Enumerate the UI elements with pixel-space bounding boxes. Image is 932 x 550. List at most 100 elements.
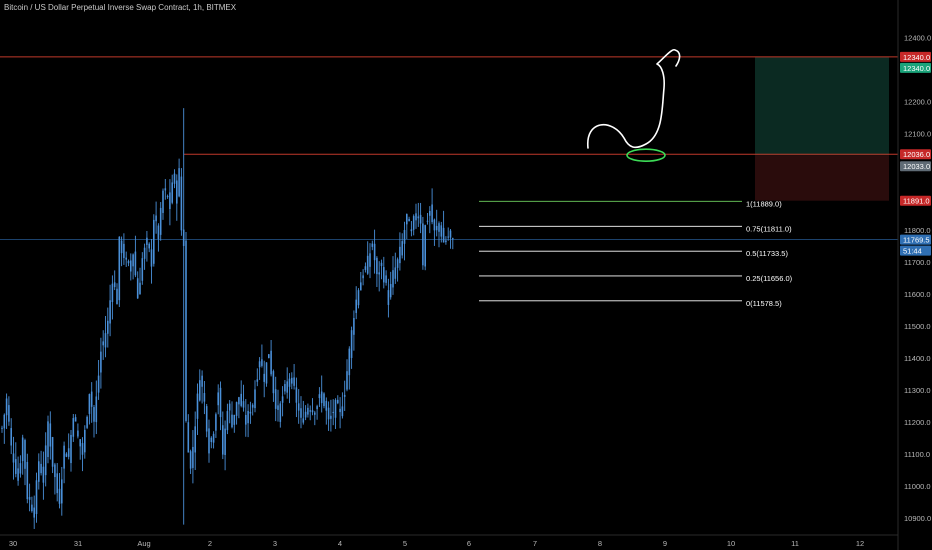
price-axis[interactable]: 10900.0 11000.0 11100.0 11200.0 11300.0 11400… [897,0,931,550]
candle-body [189,451,192,469]
candle-body [109,300,111,324]
fib-level-label: 0(11578.5) [746,299,782,308]
time-tick-label: 3 [273,539,277,548]
candle-body [412,216,415,230]
candle-body [164,188,167,191]
candle-body [415,213,417,221]
candle-body [410,229,413,232]
candle-body [403,229,406,244]
candle-body [369,253,371,267]
candle-body [311,410,314,413]
price-tick-label: 11100.0 [904,450,930,459]
candle-body [327,407,330,420]
candle-body [157,225,160,240]
price-badge-label: 11891.0 [903,197,930,206]
fibonacci-retracement[interactable]: 1(11889.0) 0.75(11811.0) 0.5(11733.5) 0.25(… [479,199,793,308]
candle-body [56,473,58,494]
candle-body [42,466,45,483]
candle-body [178,168,180,197]
price-tick-label: 11500.0 [904,322,931,331]
price-badge [900,51,931,62]
candle-body [88,394,91,414]
candle-body [406,214,408,225]
candle-body [40,463,42,474]
profit-zone [755,56,889,156]
candle-body [314,412,316,415]
candle-body [265,362,268,384]
time-tick-label: 10 [727,539,735,548]
candle-body [419,214,422,224]
candle-body [316,406,318,410]
candle-body [355,299,357,313]
candle-body [242,401,245,408]
candle-body [143,247,146,259]
candle-body [383,267,385,283]
candle-body [12,453,15,463]
candle-body [293,377,295,386]
candle-body [194,426,196,453]
price-tick-label: 11200.0 [904,418,931,427]
candle-body [332,411,334,413]
price-tick-label: 11300.0 [904,386,931,395]
price-badge-label: 51:44 [903,247,922,256]
candle-body [440,225,443,237]
candle-body [231,414,233,428]
candle-body [295,387,298,403]
candle-body [233,414,236,425]
candle-body [136,278,139,299]
candle-body [341,406,344,417]
candles [1,108,454,529]
time-tick-label: 4 [338,539,342,548]
arrow-annotation [587,48,681,149]
candle-body [399,246,401,264]
fib-level-label: 0.5(11733.5) [746,249,788,258]
drawn-annotation [587,48,681,163]
candle-body [277,405,279,410]
candle-body [378,272,380,275]
candle-body [77,430,79,437]
candle-body [107,320,109,334]
candle-body [330,415,332,419]
candle-body [166,196,169,198]
candle-body [346,371,348,390]
time-tick-label: 30 [9,539,17,548]
candle-body [10,428,12,446]
price-badge-label: 12340.0 [903,53,930,62]
price-tick-label: 12200.0 [904,98,931,107]
candle-body [431,204,433,223]
candle-body [171,182,173,203]
candle-body [408,218,410,222]
candle-body [118,236,121,301]
price-badge [900,161,931,172]
candle-body [268,354,270,359]
chart-title: Bitcoin / US Dollar Perpetual Inverse Sw… [4,3,237,12]
highlight-circle [626,148,666,163]
candle-body [212,433,215,443]
candle-body [95,396,98,423]
candle-body [302,418,305,423]
time-axis[interactable]: 30 31 Aug 2 3 4 5 6 7 8 9 10 11 12 [0,534,898,548]
candle-body [325,400,328,411]
candle-body [422,223,424,266]
candle-body [373,243,376,261]
candle-body [5,398,8,416]
candle-body [452,238,454,240]
candle-body [31,504,33,512]
time-tick-label: 6 [467,539,471,548]
candle-body [366,255,369,274]
candle-body [279,403,282,422]
candle-body [371,243,374,247]
candle-body [362,275,364,279]
candle-body [343,394,346,397]
candle-body [228,403,231,411]
candle-body [445,240,447,243]
price-badge [900,195,931,206]
candle-body [254,389,256,409]
candle-body [70,434,72,464]
candle-body [162,190,164,213]
candle-body [435,225,438,231]
candle-body [113,282,116,288]
time-tick-label: 2 [208,539,212,548]
candle-body [247,410,249,424]
